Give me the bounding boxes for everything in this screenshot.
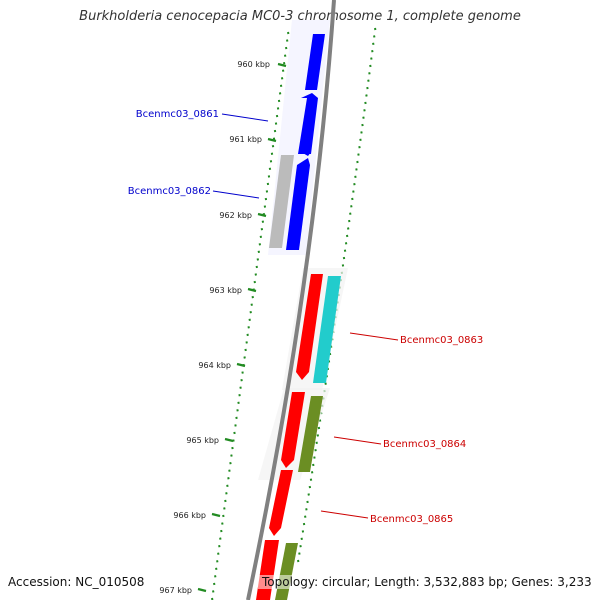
leader-line	[333, 436, 382, 445]
gene-arrow-forward[interactable]	[301, 152, 311, 156]
pseudogene-block[interactable]	[269, 155, 294, 248]
gene-arrow-forward[interactable]	[298, 98, 318, 154]
major-tick	[224, 437, 234, 443]
gene-arrow-forward[interactable]	[286, 158, 310, 250]
major-tick	[277, 62, 287, 68]
tick-label-960: 960 kbp	[237, 60, 270, 69]
feature-block-cyan[interactable]	[313, 276, 341, 383]
gene-arrow-forward[interactable]	[301, 93, 318, 98]
major-tick	[267, 137, 277, 143]
major-tick	[211, 512, 221, 518]
major-tick	[257, 212, 267, 218]
major-tick	[247, 287, 257, 293]
tick-label-965: 965 kbp	[186, 436, 219, 445]
feature-block-olive[interactable]	[275, 543, 298, 600]
leader-line	[320, 510, 369, 519]
genome-backbone	[246, 0, 336, 600]
gene-label-0861[interactable]: Bcenmc03_0861	[136, 109, 219, 120]
accession-label: Accession: NC_010508	[8, 575, 145, 589]
gene-label-0865[interactable]: Bcenmc03_0865	[370, 514, 453, 525]
gene-label-0862[interactable]: Bcenmc03_0862	[128, 186, 211, 197]
feature-block-olive[interactable]	[298, 396, 323, 472]
gene-label-0864[interactable]: Bcenmc03_0864	[383, 439, 466, 450]
gene-arrow-reverse[interactable]	[269, 470, 293, 536]
gene-arrow-reverse[interactable]	[296, 274, 323, 380]
major-tick	[197, 587, 207, 593]
gene-arrow-reverse[interactable]	[281, 392, 305, 468]
minor-ticks-left	[211, 31, 290, 600]
leader-line	[212, 190, 260, 199]
tick-label-962: 962 kbp	[219, 211, 252, 220]
tick-label-961: 961 kbp	[229, 135, 262, 144]
leader-line	[221, 113, 269, 122]
leader-line	[349, 332, 399, 341]
gene-arrow-forward[interactable]	[305, 34, 325, 90]
tick-label-966: 966 kbp	[173, 511, 206, 520]
tick-label-963: 963 kbp	[209, 286, 242, 295]
topology-label: Topology: circular; Length: 3,532,883 bp…	[258, 575, 596, 589]
tick-label-964: 964 kbp	[198, 361, 231, 370]
map-title: Burkholderia cenocepacia MC0-3 chromosom…	[79, 9, 521, 24]
gene-label-0863[interactable]: Bcenmc03_0863	[400, 335, 483, 346]
tick-label-967: 967 kbp	[159, 586, 192, 595]
